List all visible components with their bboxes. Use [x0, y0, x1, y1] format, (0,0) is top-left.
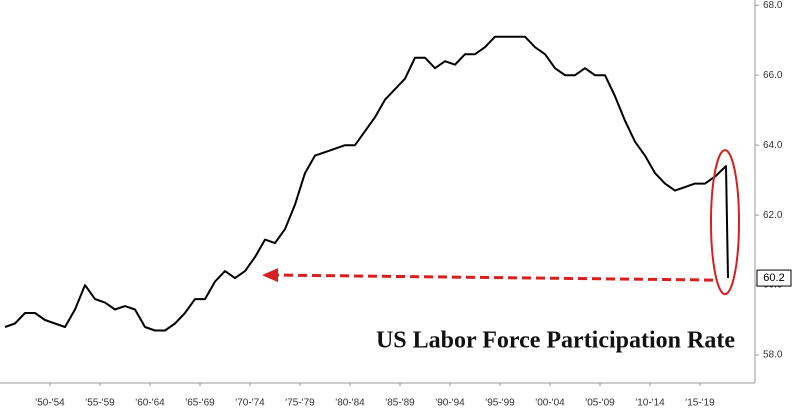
x-tick-label: '00-'04: [535, 398, 565, 409]
last-value-label: 60.2: [763, 272, 784, 284]
x-tick-label: '55-'59: [85, 398, 115, 409]
x-tick-label: '60-'64: [135, 398, 165, 409]
last-value-box: [756, 269, 792, 287]
y-tick-label: 64.0: [763, 140, 783, 151]
x-tick-label: '50-'54: [35, 398, 65, 409]
x-tick-label: '85-'89: [385, 398, 415, 409]
y-tick-label: 62.0: [763, 210, 783, 221]
x-tick-label: '15-'19: [685, 398, 715, 409]
x-tick-label: '80-'84: [335, 398, 365, 409]
x-tick-label: '70-'74: [235, 398, 265, 409]
x-tick-label: '05-'09: [585, 398, 615, 409]
x-tick-label: '95-'99: [485, 398, 515, 409]
arrow-head: [262, 268, 278, 283]
arrow-line: [274, 273, 714, 282]
x-tick-label: '10-'14: [635, 398, 665, 409]
x-tick-label: '75-'79: [285, 398, 315, 409]
highlight-ellipse: [710, 149, 740, 296]
y-tick-label: 68.0: [763, 0, 783, 11]
y-tick-label: 66.0: [763, 70, 783, 81]
series-line: [4, 35, 729, 332]
x-tick-label: '65-'69: [185, 398, 215, 409]
x-tick-label: '90-'94: [435, 398, 465, 409]
chart-title: US Labor Force Participation Rate: [376, 328, 735, 354]
y-tick-label: 58.0: [763, 350, 783, 361]
